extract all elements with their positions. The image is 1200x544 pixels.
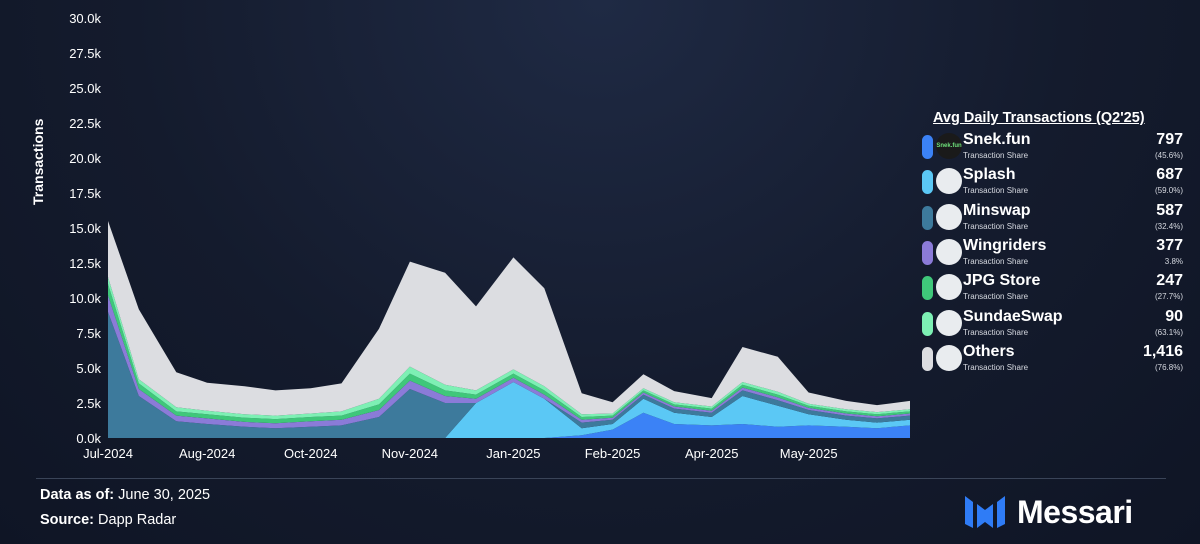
- legend-share: 3.8%: [1164, 256, 1183, 266]
- legend-subtitle: Transaction Share: [963, 151, 1029, 160]
- legend-item-sundaeswap: SundaeSwap Transaction Share 90 (63.1%): [920, 307, 1195, 341]
- legend-value: 247: [1156, 272, 1183, 290]
- x-tick-label: Feb-2025: [585, 446, 641, 461]
- y-tick-label: 15.0k: [69, 221, 101, 236]
- legend-title: Avg Daily Transactions (Q2'25): [933, 110, 1145, 126]
- x-tick-label: Jul-2024: [83, 446, 133, 461]
- legend-value: 90: [1165, 307, 1183, 325]
- legend-share: (32.4%): [1154, 221, 1183, 231]
- area-snek-fun: [108, 412, 910, 438]
- legend-item-others: Others Transaction Share 1,416 (76.8%): [920, 342, 1195, 376]
- legend-item-snek-fun: Snek.fun Snek.fun Transaction Share 797 (45.…: [920, 130, 1195, 164]
- legend-value: 377: [1156, 236, 1183, 254]
- legend-swatch: [922, 135, 933, 159]
- legend-name: Minswap: [963, 201, 1031, 219]
- x-tick-label: Aug-2024: [179, 446, 235, 461]
- data-date-value: June 30, 2025: [118, 487, 211, 503]
- chart-areas: [108, 221, 910, 438]
- legend-value: 1,416: [1142, 342, 1183, 360]
- legend-subtitle: Transaction Share: [963, 186, 1029, 196]
- x-tick-label: Oct-2024: [284, 446, 337, 461]
- y-tick-label: 0.0k: [76, 431, 101, 446]
- x-axis-ticks: Jul-2024 Aug-2024 Oct-2024 Nov-2024 Jan-2025…: [83, 446, 837, 461]
- legend-name: SundaeSwap: [963, 307, 1063, 325]
- legend-swatch: [922, 205, 933, 230]
- sundaeswap-logo-icon: [936, 309, 962, 336]
- legend-subtitle: Transaction Share: [963, 256, 1029, 266]
- legend-swatch: [922, 240, 933, 265]
- legend-name: JPG Store: [963, 272, 1041, 290]
- footer-divider: [36, 478, 1166, 479]
- messari-brand: Messari: [963, 492, 1173, 532]
- y-tick-label: 27.5k: [69, 46, 101, 61]
- y-tick-label: 12.5k: [69, 256, 101, 271]
- area-splash: [108, 382, 910, 438]
- source-label: Source:: [40, 512, 94, 528]
- legend-value: 687: [1156, 166, 1183, 184]
- area-jpg-store: [108, 284, 910, 424]
- y-tick-label: 20.0k: [69, 151, 101, 166]
- legend-subtitle: Transaction Share: [963, 292, 1029, 302]
- x-tick-label: Nov-2024: [382, 446, 438, 461]
- others-logo-icon: [936, 344, 962, 371]
- y-tick-label: 25.0k: [69, 81, 101, 96]
- snek-fun-logo-icon: Snek.fun: [936, 133, 962, 159]
- legend-swatch: [922, 311, 933, 336]
- y-tick-label: 7.5k: [76, 326, 101, 341]
- legend-name: Snek.fun: [963, 131, 1031, 148]
- legend-value: 797: [1156, 131, 1183, 148]
- y-tick-label: 22.5k: [69, 116, 101, 131]
- legend-item-jpg-store: JPG Store Transaction Share 247 (27.7%): [920, 271, 1195, 305]
- legend-swatch: [922, 346, 933, 371]
- messari-logo-icon: [965, 496, 1005, 528]
- area-others: [108, 221, 910, 416]
- legend-share: (27.7%): [1154, 292, 1183, 302]
- x-tick-label: May-2025: [780, 446, 838, 461]
- y-tick-label: 17.5k: [69, 186, 101, 201]
- y-tick-label: 10.0k: [69, 291, 101, 306]
- legend-item-wingriders: Wingriders Transaction Share 377 3.8%: [920, 236, 1195, 270]
- legend-name: Wingriders: [963, 236, 1047, 254]
- y-tick-label: 5.0k: [76, 361, 101, 376]
- area-minswap: [108, 312, 910, 438]
- legend-name: Others: [963, 342, 1015, 360]
- legend-swatch: [922, 170, 933, 195]
- legend-value: 587: [1156, 201, 1183, 219]
- splash-logo-icon: [936, 168, 962, 195]
- x-tick-label: Jan-2025: [486, 446, 540, 461]
- jpg-store-logo-icon: [936, 274, 962, 301]
- data-date-label: Data as of:: [40, 487, 115, 503]
- legend-share: (76.8%): [1154, 362, 1183, 372]
- data-date: Data as of: June 30, 2025: [40, 487, 210, 503]
- wingriders-logo-icon: [936, 238, 962, 265]
- legend-subtitle: Transaction Share: [963, 327, 1029, 337]
- legend-name: Splash: [963, 166, 1016, 184]
- legend-share: (59.0%): [1154, 186, 1183, 196]
- legend-swatch: [922, 276, 933, 301]
- legend-item-splash: Splash Transaction Share 687 (59.0%): [920, 165, 1195, 199]
- legend-subtitle: Transaction Share: [963, 221, 1029, 231]
- x-tick-label: Apr-2025: [685, 446, 738, 461]
- y-axis-title: Transactions: [30, 118, 46, 205]
- data-source: Source: Dapp Radar: [40, 512, 176, 528]
- y-tick-label: 30.0k: [69, 11, 101, 26]
- legend-subtitle: Transaction Share: [963, 362, 1029, 372]
- legend-share: (63.1%): [1154, 327, 1183, 337]
- minswap-logo-icon: [936, 203, 962, 230]
- legend-item-minswap: Minswap Transaction Share 587 (32.4%): [920, 201, 1195, 235]
- brand-name: Messari: [1017, 494, 1133, 530]
- legend-share: (45.6%): [1154, 151, 1183, 160]
- y-axis-ticks: 0.0k 2.5k 5.0k 7.5k 10.0k 12.5k 15.0k 17.5k 20.0…: [69, 11, 101, 446]
- source-value: Dapp Radar: [98, 512, 177, 528]
- y-tick-label: 2.5k: [76, 396, 101, 411]
